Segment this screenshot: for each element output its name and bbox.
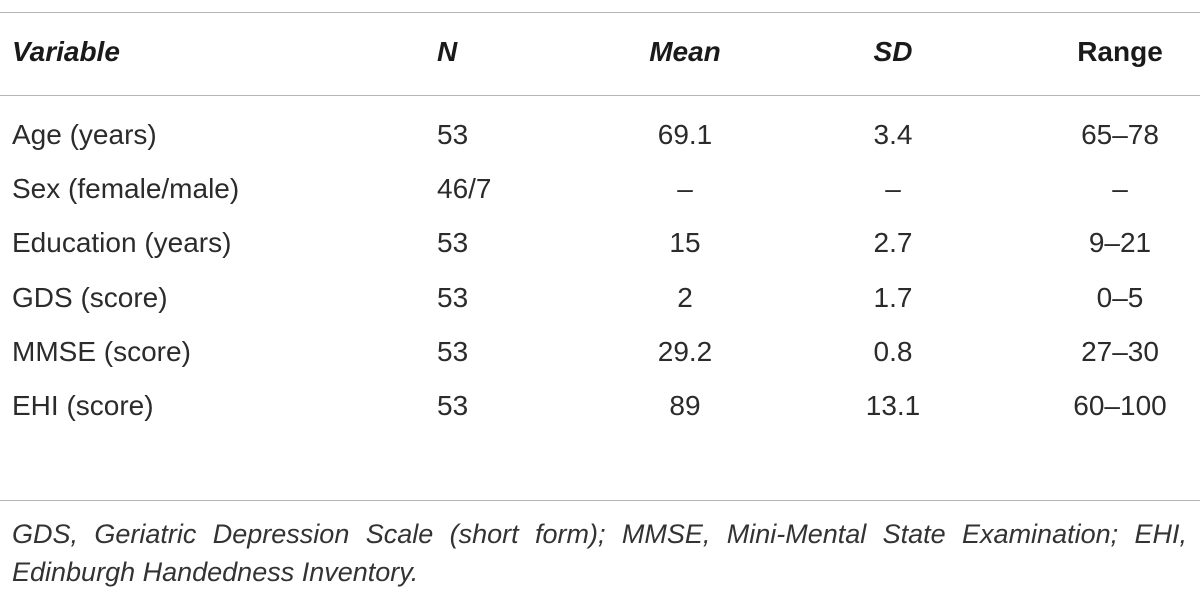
table-cell: 53 [437,281,469,313]
table-cell: 0–5 [1096,281,1144,313]
table-cell: GDS (score) [12,281,168,313]
table-cell: 2.7 [873,227,913,259]
table-cell: 65–78 [1081,119,1159,150]
table-cell: 2 [677,281,693,313]
table-cell: 53 [437,227,469,259]
table-cell: EHI (score) [12,390,154,421]
footnote: GDS, Geriatric Depression Scale (short f… [12,519,1187,587]
header-cell: Mean [649,36,721,67]
table-cell: 53 [437,335,469,367]
table-cell: 15 [669,227,701,259]
header-cell: Range [1077,36,1163,67]
table-cell: 1.7 [873,281,913,313]
header-cell: Variable [12,36,120,67]
table-cell: – [885,173,901,205]
table-cell: 9–21 [1088,227,1152,259]
table-cell: Education (years) [12,227,232,259]
table-cell: 46/7 [437,173,492,205]
header-cell: SD [873,36,913,67]
table-cell: 53 [437,119,469,150]
table-cell: 69.1 [657,119,713,150]
table-cell: 29.2 [657,335,713,367]
header-rule [0,95,1200,96]
table-cell: 13.1 [865,390,921,421]
top-rule [0,12,1200,13]
table-cell: 53 [437,390,469,421]
table-cell: 0.8 [873,335,913,367]
table-cell: – [677,173,693,205]
table-cell: Sex (female/male) [12,173,240,205]
table-cell: 60–100 [1073,390,1167,421]
header-cell: N [437,36,458,67]
table-cell: – [1112,173,1128,205]
bottom-rule [0,500,1200,501]
table-cell: 3.4 [873,119,913,150]
table-cell: 27–30 [1081,335,1159,367]
table-cell: Age (years) [12,119,157,150]
table-cell: MMSE (score) [12,335,191,367]
table-cell: 89 [669,390,701,421]
